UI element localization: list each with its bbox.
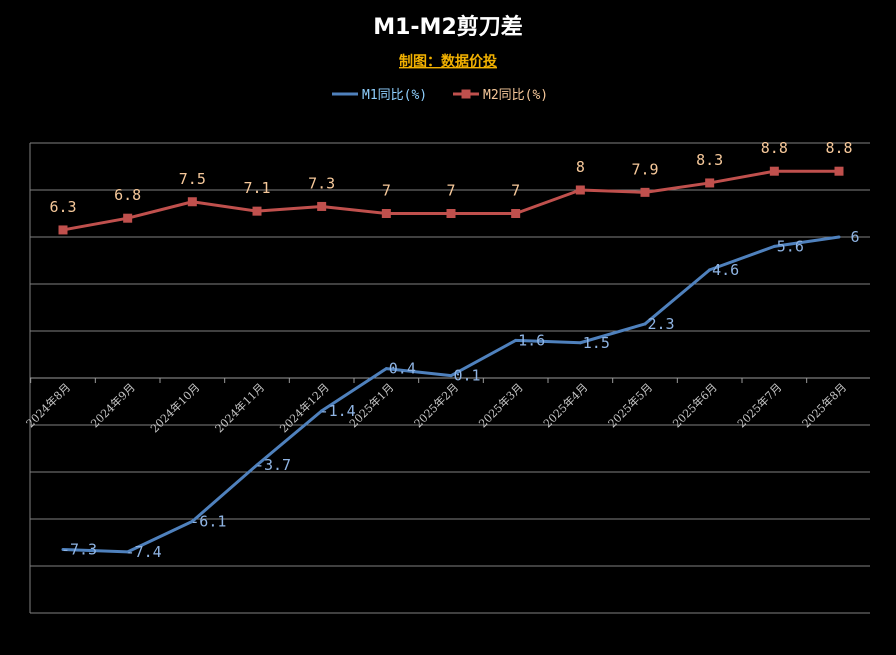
data-label-m2: 8.8 <box>761 139 788 157</box>
data-point-m2 <box>123 213 133 223</box>
data-point-m1 <box>190 519 194 523</box>
data-label-m1: 0.4 <box>389 360 416 378</box>
data-point-m2 <box>640 187 650 197</box>
data-label-m1: 1.5 <box>583 334 610 352</box>
data-label-m2: 7.3 <box>308 174 335 192</box>
data-label-m2: 8.8 <box>825 139 852 157</box>
data-point-m2 <box>446 209 456 218</box>
x-tick-label: 2024年11月 <box>212 380 267 435</box>
data-point-m1 <box>61 548 65 552</box>
data-label-m1: -7.4 <box>126 543 162 561</box>
data-label-m2: 6.3 <box>49 198 76 216</box>
gridlines <box>29 142 870 614</box>
data-labels: -7.3 -7.4 -6.1 -3.7 -1.4 0.4 0.1 1.6 1.5 2.3 4.6 5.… <box>49 139 859 561</box>
x-tick-label: 2024年9月 <box>88 380 138 430</box>
data-label-m2: 7 <box>446 182 455 200</box>
data-point-m2 <box>575 185 585 195</box>
data-point-m1 <box>255 463 259 467</box>
data-point-m1 <box>772 244 776 248</box>
data-label-m2: 8 <box>576 158 585 176</box>
data-point-m1 <box>643 322 647 326</box>
data-point-m1 <box>837 235 841 239</box>
data-label-m1: 5.6 <box>777 237 804 255</box>
x-tick-label: 2025年5月 <box>605 380 655 430</box>
data-point-m2 <box>187 197 197 207</box>
x-tick-label: 2024年10月 <box>147 380 202 435</box>
data-point-m2 <box>834 166 844 176</box>
x-tick-label: 2025年3月 <box>476 380 526 430</box>
series-layer <box>58 166 844 554</box>
x-tick-label: 2025年7月 <box>734 380 784 430</box>
legend-label-m1: M1同比(%) <box>362 88 427 103</box>
data-point-m2 <box>381 209 391 218</box>
data-label-m2: 8.3 <box>696 151 723 169</box>
x-tick-label: 2025年8月 <box>799 380 849 430</box>
data-label-m1: -3.7 <box>255 456 291 474</box>
data-label-m1: -6.1 <box>190 512 226 530</box>
x-tick-label: 2025年4月 <box>540 380 590 430</box>
legend-marker-m2 <box>461 89 471 99</box>
data-label-m2: 7.1 <box>243 179 270 197</box>
data-label-m2: 7.5 <box>179 170 206 188</box>
data-point-m1 <box>126 550 130 554</box>
data-label-m2: 7 <box>511 182 520 200</box>
data-point-m2 <box>58 225 68 235</box>
data-point-m2 <box>252 206 262 216</box>
data-point-m2 <box>511 209 521 218</box>
data-label-m1: 0.1 <box>453 367 480 385</box>
legend-label-m2: M2同比(%) <box>483 88 548 103</box>
x-tick-label: 2025年6月 <box>670 380 720 430</box>
data-point-m1 <box>320 409 324 413</box>
x-axis-ticks: 2024年8月 2024年9月 2024年10月 2024年11月 2024年12月 20… <box>23 380 849 435</box>
data-label-m2: 6.8 <box>114 186 141 204</box>
data-label-m1: 6 <box>850 228 859 246</box>
x-tick-label: 2025年2月 <box>411 380 461 430</box>
data-label-m1: 2.3 <box>647 315 674 333</box>
data-point-m1 <box>514 338 518 342</box>
data-point-m1 <box>449 374 453 378</box>
data-label-m1: -1.4 <box>320 402 356 420</box>
data-label-m2: 7 <box>382 182 391 200</box>
data-point-m1 <box>708 268 712 272</box>
data-point-m1 <box>384 367 388 371</box>
chart-title: M1-M2剪刀差 <box>373 14 523 40</box>
data-point-m1 <box>578 341 582 345</box>
data-point-m2 <box>769 166 779 176</box>
data-label-m1: 4.6 <box>712 261 739 279</box>
data-point-m2 <box>317 201 327 211</box>
data-point-m2 <box>705 178 715 188</box>
data-label-m1: 1.6 <box>518 331 545 349</box>
data-label-m2: 7.9 <box>631 160 658 178</box>
chart-subtitle: 制图：数据价投 <box>399 53 497 70</box>
legend: M1同比(%) M2同比(%) <box>332 88 548 103</box>
data-label-m1: -7.3 <box>61 541 97 559</box>
